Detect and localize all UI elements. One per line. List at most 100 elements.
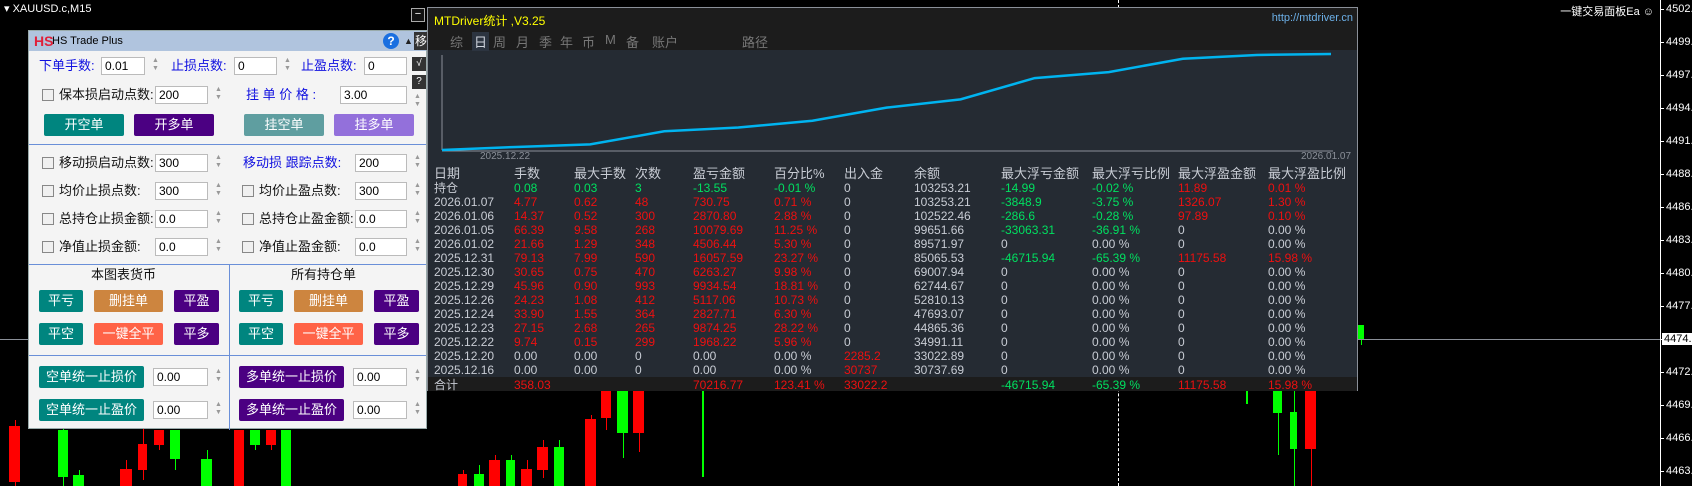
column-header: 最大浮盈金额 — [1178, 166, 1257, 181]
spinner[interactable]: ▲ ▼ — [414, 93, 421, 108]
tab-3[interactable]: 月 — [516, 35, 530, 50]
open-sell-button[interactable]: 开空单 — [44, 114, 124, 136]
tab-9[interactable]: 账户 — [652, 35, 679, 50]
close-sell-button[interactable]: 平空 — [239, 323, 283, 345]
spinner[interactable]: ▲ ▼ — [215, 86, 222, 101]
checkbox[interactable] — [42, 213, 54, 225]
table-cell: 27.15 — [514, 321, 545, 335]
spinner[interactable]: ▲ ▼ — [215, 401, 222, 416]
tot-sl-input[interactable]: 0.0 — [155, 210, 208, 228]
pend-buy-button[interactable]: 挂多单 — [334, 114, 414, 136]
axis-tick — [1660, 174, 1664, 175]
close-profit-button[interactable]: 平盈 — [174, 290, 219, 312]
field-label: 总持仓止盈金额: — [259, 211, 354, 226]
del-pend-button[interactable]: 删挂单 — [294, 290, 363, 312]
del-pend-button[interactable]: 删挂单 — [94, 290, 163, 312]
spinner[interactable]: ▲ ▼ — [414, 210, 421, 225]
tab-5[interactable]: 年 — [560, 35, 574, 50]
bull-candle — [617, 390, 628, 433]
collapse-icon[interactable]: ▲ — [404, 36, 413, 46]
open-buy-button[interactable]: 开多单 — [134, 114, 214, 136]
buy-sl-input[interactable]: 0.00 — [353, 368, 407, 386]
spinner[interactable]: ▲ ▼ — [215, 182, 222, 197]
table-cell: 11175.58 — [1178, 378, 1227, 392]
table-cell: -65.39 % — [1092, 251, 1141, 265]
checkbox[interactable] — [242, 213, 254, 225]
tab-0[interactable]: 综 — [450, 35, 464, 50]
close-loss-button[interactable]: 平亏 — [239, 290, 283, 312]
help-icon[interactable]: ? — [383, 33, 399, 49]
lot-input[interactable]: 0.01 — [101, 57, 145, 75]
row-label: 2025.12.30 — [434, 265, 495, 279]
column-header: 次数 — [635, 166, 662, 181]
close-loss-button[interactable]: 平亏 — [39, 290, 83, 312]
spinner[interactable]: ▲ ▼ — [152, 57, 159, 72]
eq-tp-input[interactable]: 0.0 — [355, 238, 407, 256]
checkbox[interactable] — [42, 185, 54, 197]
sell-sl-input[interactable]: 0.00 — [153, 368, 208, 386]
minimize-button[interactable]: − — [411, 8, 425, 22]
sl-input[interactable]: 0 — [234, 57, 277, 75]
close-buy-button[interactable]: 平多 — [374, 323, 419, 345]
spinner[interactable]: ▲ ▼ — [284, 57, 291, 72]
panel-title: HS Trade Plus — [52, 35, 123, 47]
spinner[interactable]: ▲ ▼ — [414, 238, 421, 253]
mt-url-link[interactable]: http://mtdriver.cn — [1271, 12, 1353, 24]
close-all-button[interactable]: 一键全平 — [294, 323, 363, 345]
tab-8[interactable]: 备 — [626, 35, 640, 50]
checkbox[interactable] — [42, 241, 54, 253]
be-input[interactable]: 200 — [155, 86, 208, 104]
checkbox[interactable] — [42, 89, 54, 101]
axis-tick — [1660, 372, 1664, 373]
buy-tp-input[interactable]: 0.00 — [353, 401, 407, 419]
spinner[interactable]: ▲ ▼ — [414, 154, 421, 169]
spinner[interactable]: ▲ ▼ — [414, 401, 421, 416]
sell-sl-btn-button[interactable]: 空单统一止损价 — [39, 366, 144, 388]
move-button[interactable]: 移 — [414, 32, 428, 50]
confirm-button[interactable]: √ — [412, 57, 426, 71]
panel-titlebar[interactable]: HS HS Trade Plus ? ▲ 移 — [29, 31, 428, 51]
tab-10[interactable]: 路径 — [742, 35, 769, 50]
tab-6[interactable]: 币 — [582, 35, 596, 50]
buy-sl-btn-button[interactable]: 多单统一止损价 — [239, 366, 344, 388]
spinner[interactable]: ▲ ▼ — [414, 182, 421, 197]
close-all-button[interactable]: 一键全平 — [94, 323, 163, 345]
spinner[interactable]: ▲ ▼ — [215, 154, 222, 169]
ea-label[interactable]: 一键交易面板Ea ☺ — [1560, 3, 1654, 19]
close-profit-button[interactable]: 平盈 — [374, 290, 419, 312]
question-button[interactable]: ? — [412, 75, 426, 89]
table-cell: 0.00 % — [1092, 265, 1130, 279]
spinner[interactable]: ▲ ▼ — [215, 238, 222, 253]
table-cell: 0.00 % — [1092, 307, 1130, 321]
eq-sl-input[interactable]: 0.0 — [155, 238, 208, 256]
spinner[interactable]: ▲ ▼ — [215, 368, 222, 383]
trail-step-input[interactable]: 200 — [355, 154, 407, 172]
avg-tp-input[interactable]: 300 — [355, 182, 407, 200]
tab-4[interactable]: 季 — [539, 35, 553, 50]
tot-tp-input[interactable]: 0.0 — [355, 210, 407, 228]
table-cell: 1.30 % — [1268, 195, 1306, 209]
buy-tp-btn-button[interactable]: 多单统一止盈价 — [239, 399, 344, 421]
checkbox[interactable] — [242, 185, 254, 197]
close-sell-button[interactable]: 平空 — [39, 323, 83, 345]
pend-sell-button[interactable]: 挂空单 — [244, 114, 324, 136]
checkbox[interactable] — [42, 157, 54, 169]
sell-tp-input[interactable]: 0.00 — [153, 401, 208, 419]
sell-tp-btn-button[interactable]: 空单统一止盈价 — [39, 399, 144, 421]
table-cell: 10.73 % — [774, 293, 819, 307]
tab-7[interactable]: M — [605, 32, 616, 47]
trail-start-input[interactable]: 300 — [155, 154, 208, 172]
checkbox[interactable] — [242, 241, 254, 253]
price-axis[interactable] — [1660, 0, 1661, 486]
close-buy-button[interactable]: 平多 — [174, 323, 219, 345]
avg-sl-input[interactable]: 300 — [155, 182, 208, 200]
tp-input[interactable]: 0 — [364, 57, 407, 75]
pend-input[interactable]: 3.00 — [340, 86, 407, 104]
tab-2[interactable]: 周 — [493, 35, 507, 50]
table-cell: 0 — [1001, 307, 1008, 321]
bear-candle — [9, 426, 20, 482]
tab-1[interactable]: 日 — [472, 32, 490, 51]
field-label: 挂 单 价 格 : — [246, 87, 317, 102]
spinner[interactable]: ▲ ▼ — [215, 210, 222, 225]
spinner[interactable]: ▲ ▼ — [414, 368, 421, 383]
